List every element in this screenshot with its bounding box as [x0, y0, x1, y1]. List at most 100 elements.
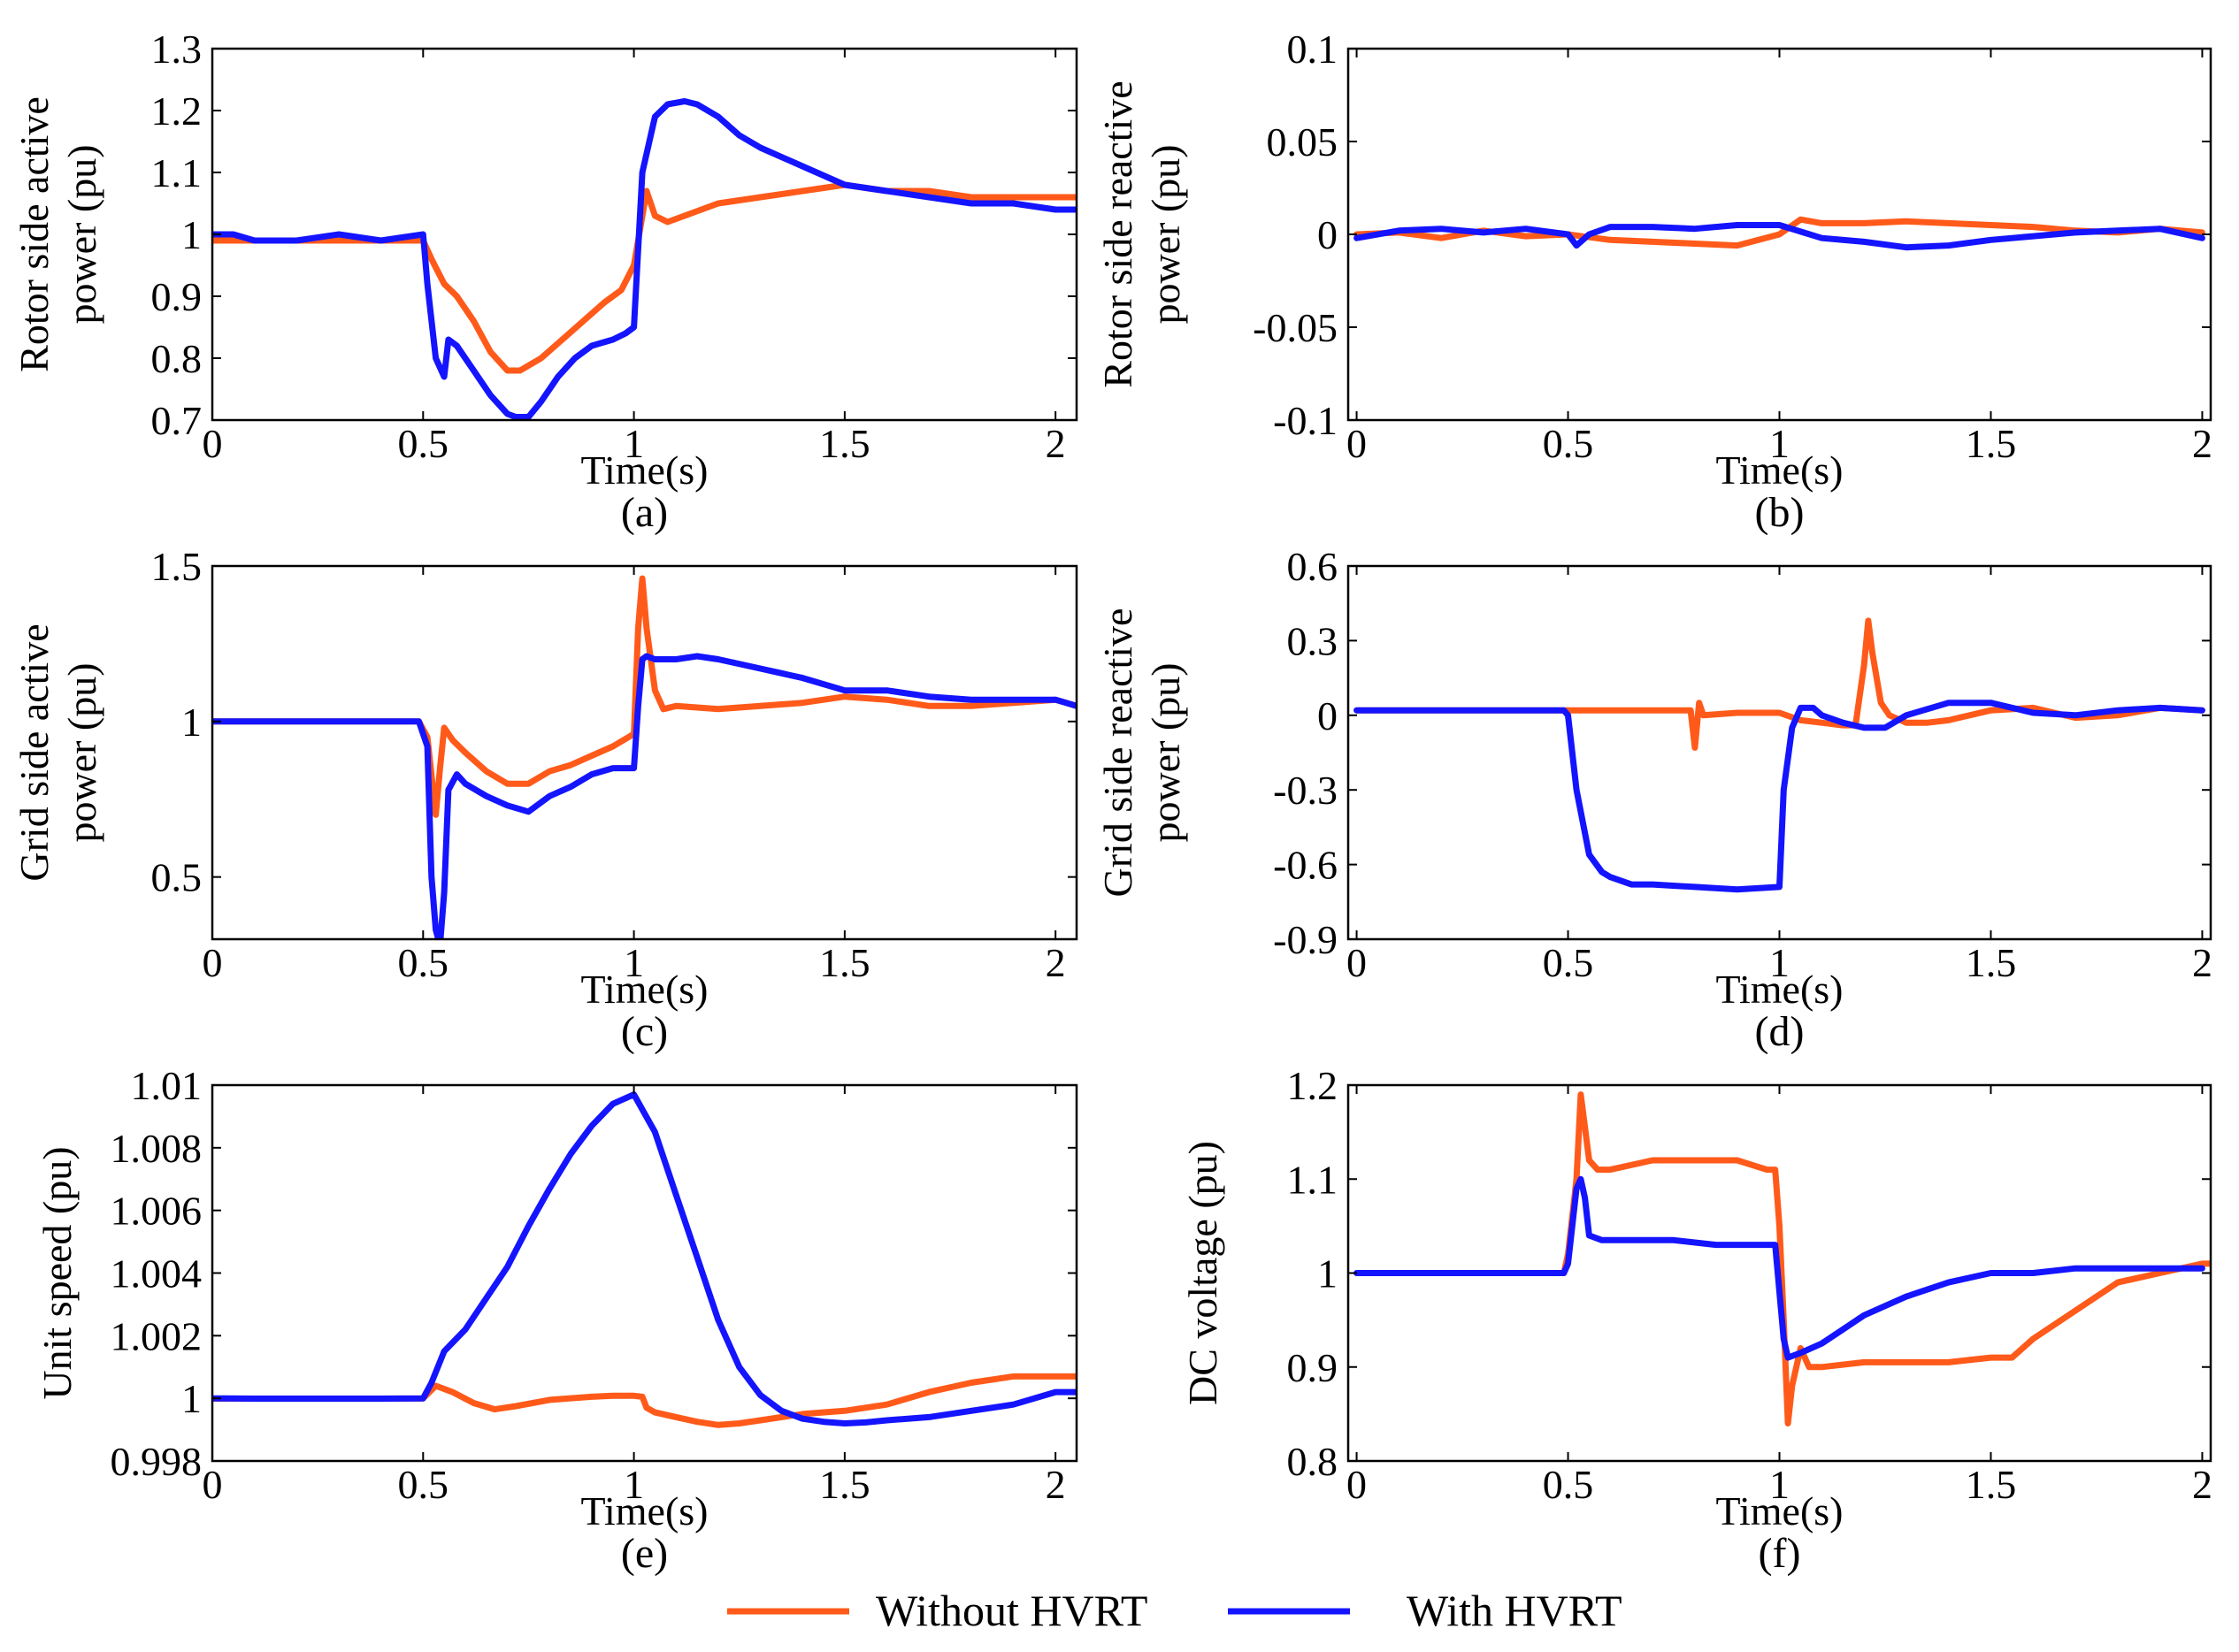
x-tick-label-a: 1: [624, 421, 644, 466]
panel-caption-d: (d): [1755, 1008, 1805, 1055]
y-axis-label-line-f: DC voltage (pu): [1180, 1141, 1225, 1405]
series-line-with-hvrt-f: [1353, 1175, 2205, 1361]
x-tick-label-c: 1: [624, 940, 644, 985]
chart-a: 0 0.5 1 1.5 2 0.7 0.8 0.9 1 1.1 1.2 1.3 Time(s)(a) Ro…: [12, 27, 1078, 536]
y-tick-label-e: 1: [181, 1376, 202, 1421]
x-tick-label-e: 1: [624, 1462, 644, 1507]
x-tick-label-b: 1.5: [1966, 421, 2017, 466]
y-axis-label-f: DC voltage (pu): [1180, 1141, 1225, 1405]
y-axis-label-a: Rotor side active power (pu): [12, 96, 104, 372]
x-tick-label-f: 2: [2192, 1462, 2212, 1507]
x-tick-label-e: 0: [203, 1462, 223, 1507]
y-axis-label-line-c: Grid side active: [12, 623, 57, 881]
legend: Without HVRT With HVRT: [727, 1586, 1622, 1635]
series-line-without-hvrt-f: [1353, 1091, 2211, 1426]
y-axis-label-line-a: Rotor side active: [12, 96, 57, 372]
x-tick-label-b: 1: [1769, 421, 1790, 466]
y-tick-label-b: 0.1: [1287, 27, 1338, 72]
chart-f: 0 0.5 1 1.5 2 0.8 0.9 1 1.1 1.2 Time(s)(f) DC volta…: [1180, 1063, 2212, 1577]
x-axis-label-f: Time(s): [1716, 1488, 1844, 1533]
x-tick-label-f: 1.5: [1966, 1462, 2017, 1507]
y-tick-label-a: 0.8: [151, 336, 203, 381]
y-tick-label-e: 1.004: [111, 1251, 203, 1296]
y-tick-label-a: 0.9: [151, 274, 203, 319]
y-tick-label-f: 1.2: [1287, 1063, 1338, 1108]
y-axis-label-line-d: Grid side reactive: [1095, 608, 1140, 898]
legend-label-with-hvrt: With HVRT: [1407, 1586, 1622, 1635]
y-axis-label-line-e: Unit speed (pu): [35, 1146, 80, 1399]
y-tick-label-d: 0: [1317, 693, 1338, 738]
chart-b: 0 0.5 1 1.5 2 -0.1 -0.05 0 0.05 0.1 Time(s)(b) Roto…: [1095, 27, 2212, 536]
y-tick-label-f: 1: [1317, 1251, 1338, 1296]
x-tick-label-b: 0: [1346, 421, 1367, 466]
series-line-without-hvrt-d: [1353, 617, 2205, 751]
y-axis-label-c: Grid side active power (pu): [12, 623, 104, 881]
y-tick-label-a: 1: [181, 212, 202, 257]
y-tick-label-f: 0.9: [1287, 1345, 1338, 1390]
panel-caption-e: (e): [621, 1530, 668, 1577]
y-axis-label-line-b: Rotor side reactive: [1095, 80, 1140, 387]
y-tick-label-a: 0.7: [151, 398, 203, 443]
y-tick-label-b: 0: [1317, 212, 1338, 257]
series-line-with-hvrt-a: [212, 98, 1077, 420]
y-tick-label-a: 1.3: [151, 27, 203, 72]
x-tick-label-e: 0.5: [398, 1462, 449, 1507]
x-tick-label-c: 2: [1046, 940, 1066, 985]
y-tick-label-f: 1.1: [1287, 1157, 1338, 1202]
y-tick-label-b: -0.1: [1273, 398, 1338, 443]
x-tick-label-f: 0.5: [1543, 1462, 1594, 1507]
x-tick-label-a: 1.5: [819, 421, 870, 466]
x-tick-label-a: 2: [1046, 421, 1066, 466]
y-tick-label-e: 1.008: [111, 1126, 203, 1171]
y-tick-label-a: 1.1: [151, 150, 203, 195]
series-line-with-hvrt-b: [1353, 222, 2205, 251]
y-axis-label-line-a: power (pu): [59, 144, 104, 324]
plot-frame-c: [211, 564, 1078, 941]
chart-panels: 0 0.5 1 1.5 20.70.80.911.11.21.3Time(s)(a)Ro…: [12, 27, 2212, 1577]
x-tick-label-f: 1: [1769, 1462, 1790, 1507]
panel-caption-c: (c): [621, 1008, 668, 1055]
x-axis-label-b: Time(s): [1716, 447, 1844, 493]
y-tick-label-c: 0.5: [151, 855, 203, 900]
panel-caption-a: (a): [621, 489, 668, 536]
y-axis-label-line-b: power (pu): [1143, 144, 1188, 324]
y-axis-label-d: Grid side reactive power (pu): [1095, 608, 1188, 898]
x-axis-label-e: Time(s): [581, 1488, 709, 1533]
x-tick-label-d: 0: [1346, 940, 1367, 985]
x-tick-label-e: 2: [1046, 1462, 1066, 1507]
y-axis-label-line-c: power (pu): [59, 662, 104, 842]
y-tick-label-b: 0.05: [1267, 119, 1338, 164]
series-line-without-hvrt-a: [212, 181, 1077, 374]
y-tick-label-f: 0.8: [1287, 1439, 1338, 1484]
x-tick-label-a: 0: [203, 421, 223, 466]
x-tick-label-b: 0.5: [1543, 421, 1594, 466]
y-tick-label-e: 1.006: [111, 1189, 203, 1234]
x-tick-label-c: 0: [203, 940, 223, 985]
y-tick-label-d: -0.3: [1273, 768, 1338, 813]
series-line-with-hvrt-e: [212, 1091, 1077, 1426]
x-tick-label-d: 0.5: [1543, 940, 1594, 985]
y-tick-label-e: 1.01: [131, 1063, 203, 1108]
y-tick-label-c: 1.5: [151, 544, 203, 589]
x-tick-label-d: 2: [2192, 940, 2212, 985]
y-tick-label-c: 1: [181, 700, 202, 745]
y-tick-label-d: 0.6: [1287, 544, 1338, 589]
y-axis-label-b: Rotor side reactive power (pu): [1095, 80, 1188, 387]
chart-e: 0 0.5 1 1.5 2 0.998 1 1.002 1.004 1.006 1.008 1.01 T…: [35, 1063, 1078, 1577]
x-tick-label-e: 1.5: [819, 1462, 870, 1507]
x-tick-label-d: 1.5: [1966, 940, 2017, 985]
y-tick-label-e: 0.998: [111, 1439, 203, 1484]
x-tick-label-c: 0.5: [398, 940, 449, 985]
x-tick-label-c: 1.5: [819, 940, 870, 985]
x-tick-label-d: 1: [1769, 940, 1790, 985]
y-tick-label-d: -0.6: [1273, 843, 1338, 888]
x-tick-label-f: 0: [1346, 1462, 1367, 1507]
y-tick-label-b: -0.05: [1253, 305, 1338, 350]
panel-caption-b: (b): [1755, 489, 1805, 536]
series-line-with-hvrt-d: [1353, 700, 2205, 893]
y-tick-label-a: 1.2: [151, 88, 203, 134]
y-tick-label-d: 0.3: [1287, 618, 1338, 663]
x-tick-label-a: 0.5: [398, 421, 449, 466]
